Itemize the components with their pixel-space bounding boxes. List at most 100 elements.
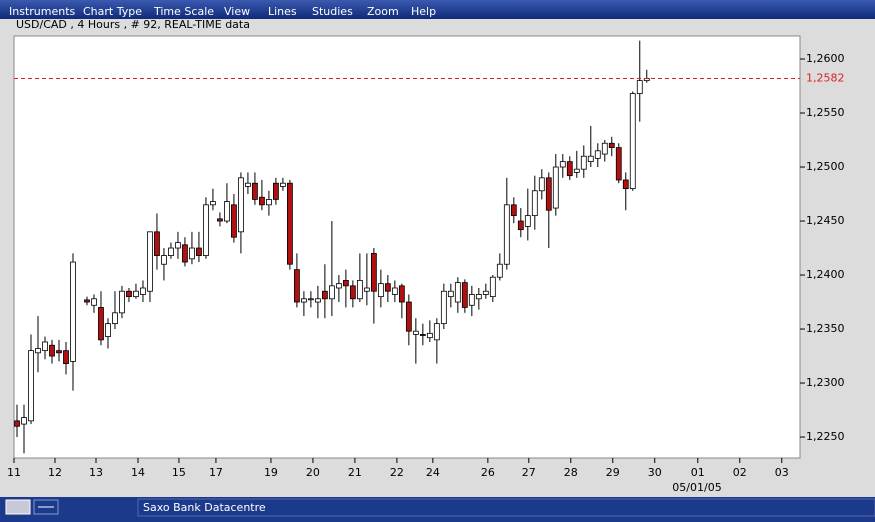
- candle-body: [566, 161, 573, 177]
- x-tick-label: 20: [306, 466, 320, 479]
- candle-body: [21, 417, 27, 425]
- candle-body: [300, 298, 307, 303]
- candle-body: [175, 242, 181, 249]
- candle-body: [112, 312, 118, 325]
- candle-body: [105, 323, 111, 337]
- candle-body: [342, 280, 349, 287]
- menu-item[interactable]: Zoom: [367, 5, 399, 18]
- y-tick-label: 1,2250: [806, 430, 845, 443]
- x-tick-label: 01: [691, 466, 705, 479]
- candle-body: [56, 350, 62, 354]
- x-tick-label: 29: [606, 466, 620, 479]
- candle-body: [468, 294, 475, 306]
- candle-body: [363, 287, 370, 292]
- candle-body: [63, 350, 69, 364]
- x-tick-label: 11: [7, 466, 21, 479]
- x-tick-label: 17: [209, 466, 223, 479]
- date-label: 05/01/05: [672, 481, 721, 494]
- menu-item[interactable]: Lines: [268, 5, 297, 18]
- candle-body: [608, 142, 615, 148]
- candle-body: [419, 334, 426, 336]
- candle-body: [293, 269, 300, 303]
- candle-body: [231, 204, 237, 238]
- candle-body: [259, 196, 265, 206]
- candle-body: [573, 168, 580, 173]
- candle-body: [377, 283, 384, 298]
- x-tick-label: 24: [426, 466, 440, 479]
- candle-body: [601, 142, 608, 155]
- menu-item[interactable]: View: [224, 5, 250, 18]
- candle-body: [168, 247, 174, 256]
- candle-body: [335, 283, 342, 289]
- y-tick-label: 1,2300: [806, 376, 845, 389]
- y-tick-label: 1,2450: [806, 214, 845, 227]
- candle-body: [482, 290, 489, 295]
- plot-area: [13, 35, 801, 459]
- candle-body: [622, 179, 629, 190]
- candle-body: [531, 190, 538, 217]
- candle-body: [42, 341, 48, 352]
- menu-item[interactable]: Help: [411, 5, 436, 18]
- taskbar: [0, 517, 875, 522]
- candle-body: [84, 299, 90, 303]
- candle-body: [496, 263, 503, 278]
- candle-body: [503, 204, 510, 265]
- candle-body: [280, 182, 286, 187]
- candle-body: [538, 177, 545, 192]
- candle-body: [461, 282, 468, 308]
- candle-body: [510, 204, 517, 217]
- candle-body: [321, 290, 328, 300]
- x-tick-label: 03: [775, 466, 789, 479]
- candle-body: [545, 177, 552, 211]
- candle-body: [440, 290, 447, 325]
- status-field: [137, 498, 875, 517]
- candle-body: [126, 290, 132, 298]
- candle-body: [203, 204, 209, 256]
- x-tick-label: 12: [48, 466, 62, 479]
- menu-item[interactable]: Studies: [312, 5, 353, 18]
- candle-body: [307, 298, 314, 301]
- menu-bar: [0, 0, 875, 19]
- candle-body: [210, 201, 216, 206]
- x-tick-label: 28: [564, 466, 578, 479]
- candle-body: [475, 294, 482, 300]
- candle-body: [245, 182, 251, 187]
- candle-body: [384, 283, 391, 292]
- menu-item[interactable]: Instruments: [9, 5, 76, 18]
- candle-body: [217, 218, 223, 222]
- candle-body: [349, 285, 356, 300]
- candle-body: [489, 276, 496, 298]
- toolbar-button[interactable]: [5, 499, 31, 515]
- current-price-label: 1,2582: [806, 71, 845, 84]
- candle-body: [398, 285, 405, 303]
- candle-body: [154, 231, 160, 256]
- candle-body: [433, 323, 440, 341]
- menu-item[interactable]: Time Scale: [153, 5, 214, 18]
- candle-body: [119, 290, 125, 314]
- candle-body: [133, 290, 139, 298]
- candle-body: [370, 253, 377, 292]
- candle-body: [98, 307, 104, 341]
- candle-body: [454, 282, 461, 303]
- candle-body: [615, 147, 622, 181]
- candle-body: [224, 201, 230, 222]
- x-tick-label: 13: [89, 466, 103, 479]
- candle-body: [580, 155, 587, 170]
- x-tick-label: 27: [522, 466, 536, 479]
- candle-body: [14, 420, 20, 427]
- candle-body: [552, 166, 559, 209]
- candle-body: [328, 285, 335, 300]
- candle-body: [182, 244, 188, 263]
- candle-body: [266, 199, 272, 206]
- menu-item[interactable]: Chart Type: [83, 5, 142, 18]
- y-tick-label: 1,2600: [806, 52, 845, 65]
- x-tick-label: 22: [390, 466, 404, 479]
- y-tick-label: 1,2500: [806, 160, 845, 173]
- y-tick-label: 1,2550: [806, 106, 845, 119]
- candle-body: [524, 215, 531, 227]
- candle-body: [391, 287, 398, 295]
- candle-body: [356, 280, 363, 300]
- candle-body: [140, 287, 146, 295]
- candle-body: [161, 255, 167, 265]
